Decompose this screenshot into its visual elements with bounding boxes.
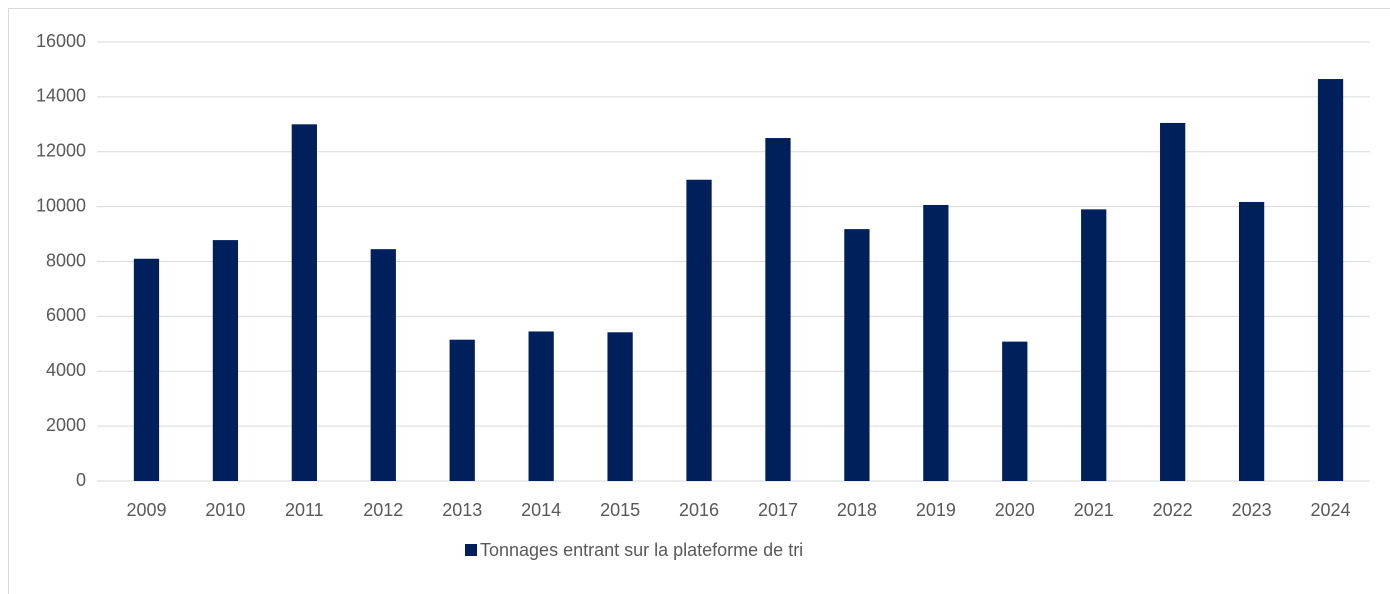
bar	[528, 331, 554, 481]
y-tick-label: 4000	[46, 360, 86, 380]
x-tick-label: 2010	[205, 500, 245, 520]
x-tick-label: 2017	[758, 500, 798, 520]
bar	[1317, 79, 1344, 482]
bar	[1002, 341, 1028, 481]
x-tick-label: 2021	[1074, 500, 1114, 520]
x-tick-label: 2016	[679, 500, 719, 520]
y-tick-label: 14000	[36, 86, 86, 106]
x-tick-label: 2012	[363, 500, 403, 520]
bar	[844, 229, 870, 481]
y-tick-label: 6000	[46, 305, 86, 325]
bar	[370, 249, 396, 481]
bar	[686, 179, 712, 481]
bar	[291, 124, 317, 481]
bar	[133, 258, 160, 481]
x-tick-label: 2009	[126, 500, 166, 520]
bar	[607, 332, 633, 481]
x-tick-label: 2023	[1232, 500, 1272, 520]
bar	[765, 138, 791, 481]
bar	[212, 240, 239, 481]
x-tick-label: 2018	[837, 500, 877, 520]
bar	[923, 204, 949, 481]
y-tick-label: 2000	[46, 415, 86, 435]
bar	[1238, 201, 1265, 481]
x-tick-label: 2013	[442, 500, 482, 520]
x-tick-label: 2019	[916, 500, 956, 520]
bar	[1160, 122, 1186, 482]
x-tick-label: 2024	[1311, 500, 1351, 520]
chart-frame	[8, 8, 1390, 594]
x-tick-label: 2011	[285, 500, 324, 520]
y-tick-label: 12000	[36, 141, 86, 161]
x-tick-label: 2015	[600, 500, 640, 520]
x-tick-label: 2022	[1153, 500, 1193, 520]
y-tick-label: 16000	[36, 31, 86, 51]
y-tick-label: 0	[76, 470, 86, 490]
y-tick-label: 10000	[36, 195, 86, 215]
legend-swatch	[465, 544, 477, 556]
bar	[1081, 209, 1107, 481]
x-tick-label: 2020	[995, 500, 1035, 520]
x-tick-label: 2014	[521, 500, 561, 520]
bar	[449, 339, 475, 481]
y-tick-label: 8000	[46, 250, 86, 270]
legend-label: Tonnages entrant sur la plateforme de tr…	[480, 540, 803, 560]
